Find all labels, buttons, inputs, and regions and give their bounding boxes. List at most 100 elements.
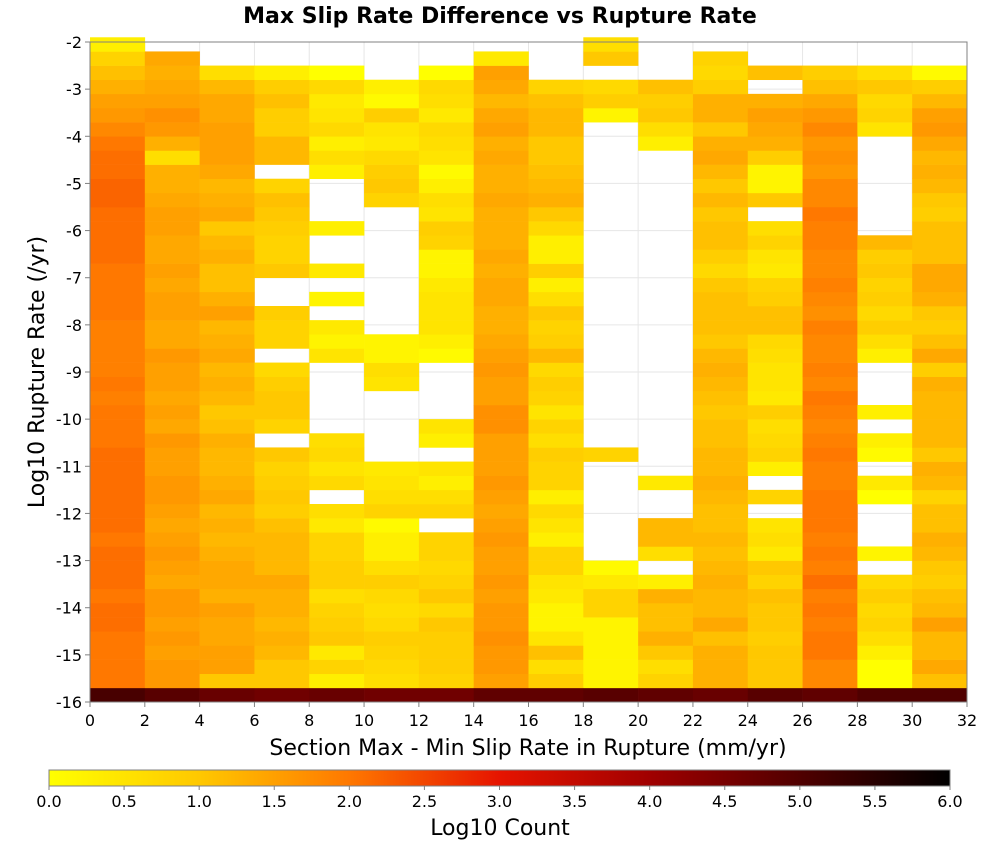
heatmap-cell	[254, 419, 310, 434]
heatmap-cell	[309, 518, 365, 533]
heatmap-cell	[254, 376, 310, 392]
heatmap-cell	[583, 560, 639, 576]
colorbar	[48, 769, 951, 787]
heatmap-cell	[528, 390, 584, 406]
heatmap-cell	[692, 574, 749, 590]
heatmap-cell	[583, 51, 639, 66]
heatmap-cell	[857, 334, 913, 349]
heatmap-cell	[528, 687, 584, 703]
heatmap-cell	[144, 574, 200, 590]
heatmap-cell	[912, 546, 968, 561]
heatmap-cell	[747, 645, 803, 660]
heatmap-cell	[418, 631, 474, 646]
heatmap-cell	[473, 108, 529, 123]
heatmap-cell	[364, 532, 420, 547]
heatmap-cell	[90, 79, 146, 95]
heatmap-cell	[90, 560, 146, 576]
heatmap-cell	[692, 136, 749, 151]
y-tick-label: -16	[56, 693, 82, 712]
heatmap-cell	[802, 164, 858, 180]
heatmap-cell	[747, 405, 803, 420]
y-tick-label: -8	[66, 316, 82, 335]
heatmap-cell	[473, 518, 529, 533]
heatmap-cell	[857, 405, 913, 420]
heatmap-cell	[144, 348, 200, 363]
heatmap-cell	[747, 178, 803, 194]
heatmap-cell	[692, 433, 749, 448]
heatmap-cell	[199, 504, 255, 519]
heatmap-cell	[364, 504, 420, 519]
heatmap-cell	[90, 207, 146, 222]
y-axis-ticks: -2 -3 -4 -5 -6 -7 -8 -9 -10 -11 -12 -13 -14 -15 -16	[56, 33, 90, 712]
heatmap-cell	[583, 673, 639, 689]
heatmap-cell	[692, 362, 749, 378]
heatmap-cell	[418, 93, 474, 109]
heatmap-cell	[418, 235, 474, 250]
heatmap-cell	[418, 108, 474, 123]
heatmap-cell	[747, 362, 803, 378]
heatmap-cell	[144, 532, 200, 547]
heatmap-cell	[473, 574, 529, 590]
heatmap-cell	[747, 164, 803, 180]
heatmap-cell	[692, 475, 749, 491]
heatmap-cell	[254, 122, 310, 137]
x-tick-label: 26	[792, 711, 812, 730]
heatmap-cell	[144, 504, 200, 519]
heatmap-cell	[747, 334, 803, 349]
heatmap-cell	[528, 136, 584, 151]
heatmap-cell	[747, 489, 803, 505]
y-tick-label: -15	[56, 646, 82, 665]
heatmap-cell	[473, 207, 529, 222]
heatmap-cell	[418, 178, 474, 194]
heatmap-cell	[199, 433, 255, 448]
heatmap-cell	[199, 320, 255, 335]
heatmap-cell	[309, 546, 365, 561]
heatmap-cell	[254, 504, 310, 519]
heatmap-cell	[473, 376, 529, 392]
heatmap-cell	[144, 320, 200, 335]
heatmap-cell	[857, 249, 913, 264]
heatmap-cell	[473, 489, 529, 505]
heatmap-cell	[254, 390, 310, 406]
heatmap-cell	[692, 687, 749, 703]
heatmap-cell	[309, 79, 365, 95]
heatmap-cell	[144, 546, 200, 561]
heatmap-cell	[912, 673, 968, 689]
heatmap-cell	[747, 320, 803, 335]
heatmap-cell	[912, 178, 968, 194]
y-axis-label: Log10 Rupture Rate (/yr)	[25, 236, 50, 508]
x-tick-label: 2	[140, 711, 150, 730]
heatmap-cell	[912, 687, 968, 703]
heatmap-cell	[802, 617, 858, 632]
heatmap-cell	[692, 320, 749, 335]
heatmap-cell	[692, 93, 749, 109]
heatmap-cell	[857, 320, 913, 335]
heatmap-cell	[364, 150, 420, 165]
colorbar-tick-label: 3.5	[562, 792, 587, 811]
x-tick-label: 24	[738, 711, 758, 730]
heatmap-cell	[364, 334, 420, 349]
heatmap-cell	[638, 603, 694, 618]
heatmap-cell	[857, 546, 913, 561]
heatmap-cell	[473, 51, 529, 66]
heatmap-cell	[692, 405, 749, 420]
heatmap-cell	[857, 79, 913, 95]
heatmap-cell	[473, 150, 529, 165]
heatmap-cell	[692, 419, 749, 434]
heatmap-cell	[309, 687, 365, 703]
heatmap-cell	[692, 221, 749, 236]
heatmap-cell	[473, 461, 529, 477]
heatmap-cell	[199, 475, 255, 491]
heatmap-cell	[638, 475, 694, 491]
heatmap-cell	[90, 687, 146, 703]
heatmap-cell	[528, 433, 584, 448]
heatmap-cell	[857, 659, 913, 675]
heatmap-cell	[802, 136, 858, 151]
heatmap-cell	[473, 504, 529, 519]
heatmap-cell	[473, 136, 529, 151]
heatmap-cell	[90, 405, 146, 420]
heatmap-cell	[747, 574, 803, 590]
heatmap-cell	[912, 122, 968, 137]
heatmap-cell	[473, 235, 529, 250]
heatmap-cell	[254, 631, 310, 646]
